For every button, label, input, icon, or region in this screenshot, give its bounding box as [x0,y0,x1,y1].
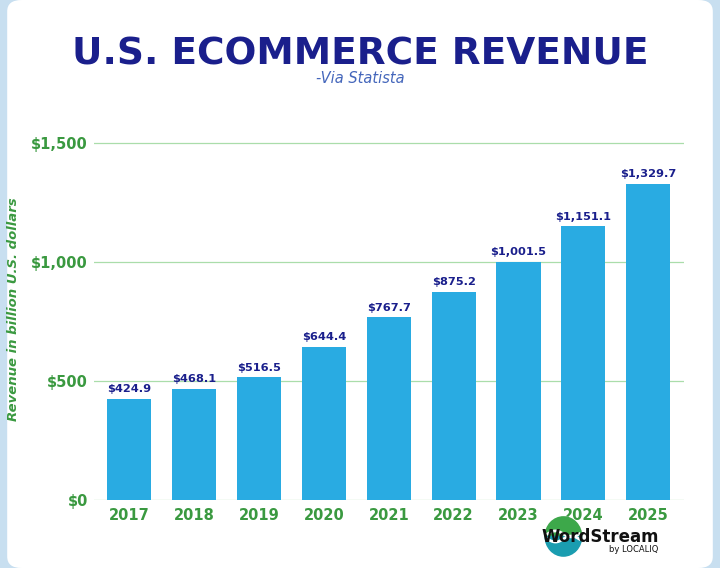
Text: by LOCALIQ: by LOCALIQ [609,545,659,554]
Text: U.S. ECOMMERCE REVENUE: U.S. ECOMMERCE REVENUE [72,37,648,73]
Text: WordStream: WordStream [541,528,659,546]
Text: $516.5: $516.5 [237,363,281,373]
Y-axis label: Revenue in billion U.S. dollars: Revenue in billion U.S. dollars [7,198,20,421]
Circle shape [545,517,582,556]
Wedge shape [545,517,582,536]
Text: $1,151.1: $1,151.1 [555,212,611,222]
Wedge shape [545,536,582,556]
Text: $644.4: $644.4 [302,332,346,343]
Text: $767.7: $767.7 [367,303,410,313]
Bar [302,346,346,500]
Bar [172,389,216,500]
Bar [237,377,281,500]
Bar [626,183,670,500]
Bar [497,262,541,500]
Text: $424.9: $424.9 [107,385,151,395]
Text: $875.2: $875.2 [432,277,476,287]
Text: -Via Statista: -Via Statista [315,71,405,86]
Bar [366,318,411,500]
Text: $1,001.5: $1,001.5 [490,247,546,257]
Bar [431,292,476,500]
Text: $468.1: $468.1 [172,374,216,384]
Text: $1,329.7: $1,329.7 [620,169,677,179]
Bar [562,226,606,500]
Bar [107,399,151,500]
